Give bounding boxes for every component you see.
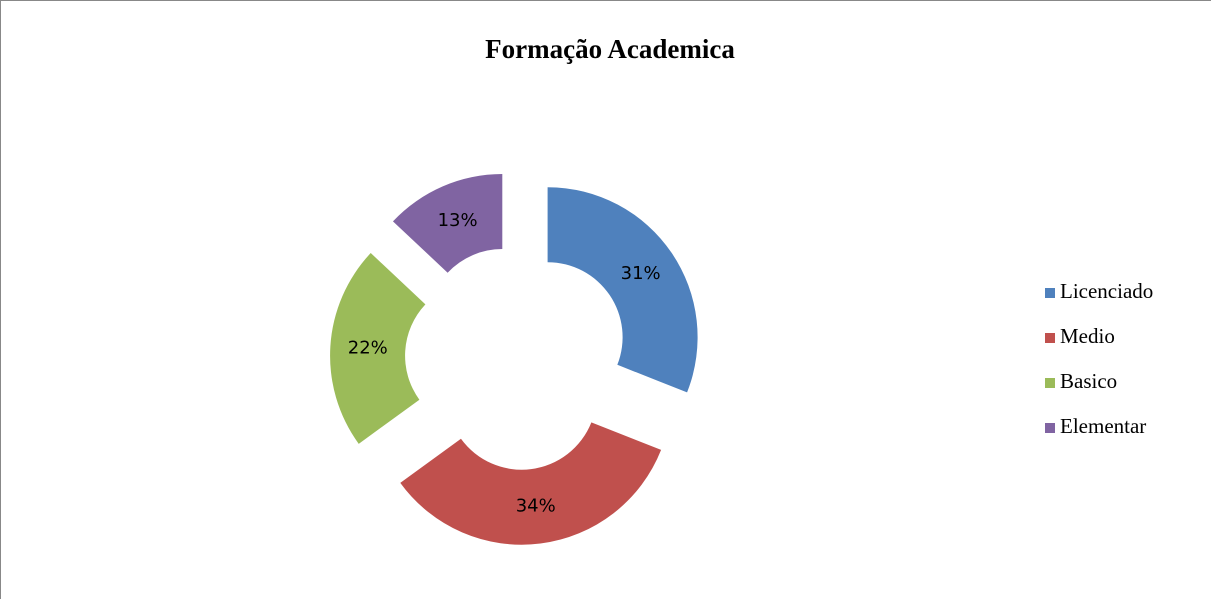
- legend-label: Medio: [1060, 324, 1115, 348]
- legend-label: Elementar: [1060, 414, 1146, 438]
- legend-label: Licenciado: [1060, 279, 1153, 303]
- data-label: 31%: [621, 263, 661, 284]
- donut-segment: [400, 422, 662, 545]
- data-label: 34%: [516, 495, 556, 516]
- donut-segment: [330, 252, 426, 444]
- legend-swatch: [1045, 378, 1055, 388]
- legend-swatch: [1045, 423, 1055, 433]
- legend-label: Basico: [1060, 369, 1117, 393]
- chart-title: Formação Academica: [485, 34, 735, 64]
- data-label: 13%: [438, 210, 478, 231]
- data-label: 22%: [348, 338, 388, 359]
- donut-segment: [547, 187, 698, 393]
- donut-segment: [392, 174, 503, 273]
- legend-swatch: [1045, 288, 1055, 298]
- legend-swatch: [1045, 333, 1055, 343]
